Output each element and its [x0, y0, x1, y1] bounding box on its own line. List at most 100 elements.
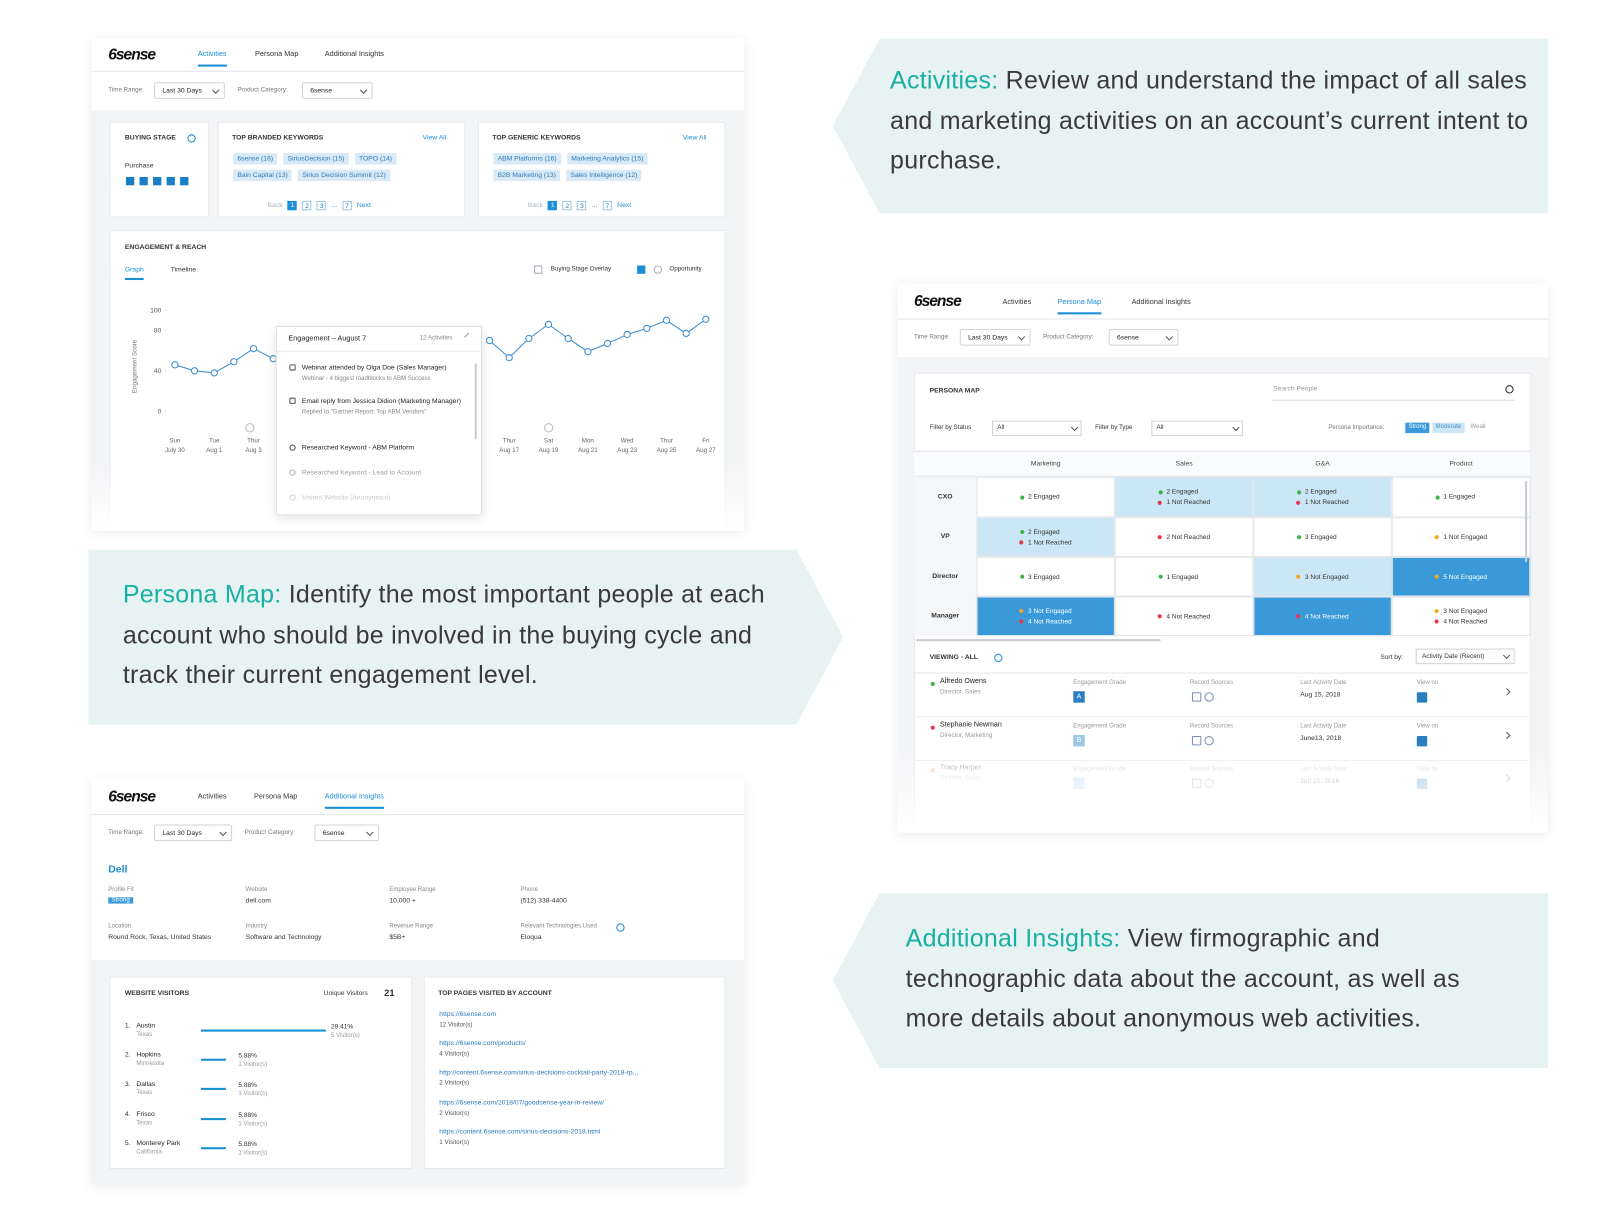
- persona-cell[interactable]: 2 Engaged 1 Not Reached: [1114, 476, 1254, 518]
- nav-tab[interactable]: Activities: [197, 51, 227, 67]
- pager-item[interactable]: Back: [267, 201, 283, 209]
- page-url[interactable]: https://6sense.com/2018/07/goodsense-yea…: [439, 1098, 605, 1107]
- persona-cell[interactable]: 3 Engaged: [1253, 517, 1392, 557]
- checkbox[interactable]: [637, 265, 646, 274]
- select[interactable]: All: [992, 420, 1082, 437]
- select[interactable]: Last 30 Days: [959, 328, 1031, 346]
- keyword-chip[interactable]: Sirius Decision Summit (12): [298, 169, 390, 182]
- pager-item[interactable]: Next: [617, 201, 632, 209]
- persona-cell[interactable]: 4 Not Reached: [1253, 596, 1392, 637]
- persona-cell[interactable]: 2 Engaged 1 Not Reached: [976, 517, 1115, 557]
- person-row[interactable]: Alfredo Owens Director, Sales Engagement G…: [913, 677, 1529, 719]
- pager-item[interactable]: Back: [527, 201, 543, 209]
- keyword-chip[interactable]: ABM Platforms (16): [493, 153, 561, 165]
- persona-cell[interactable]: 3 Engaged: [976, 556, 1115, 597]
- status-label: 1 Not Reached: [1027, 538, 1072, 547]
- persona-cell[interactable]: 3 Not Engaged 4 Not Reached: [1391, 596, 1531, 637]
- select[interactable]: Last 30 Days: [154, 824, 233, 842]
- nav-tab[interactable]: Activities: [1002, 298, 1032, 307]
- view-tab[interactable]: Graph: [124, 266, 144, 281]
- persona-cell[interactable]: 4 Not Reached: [1114, 596, 1254, 637]
- persona-status: 3 Not Engaged: [1435, 607, 1487, 615]
- tooltip: Engagement – August 7 12 Activities Webina…: [275, 325, 482, 516]
- keyword-chip[interactable]: Bain Capital (13): [233, 169, 292, 182]
- select[interactable]: 6sense: [1108, 328, 1179, 346]
- pager-item[interactable]: 1: [287, 200, 298, 210]
- status-dot: [1296, 535, 1301, 540]
- persona-cell[interactable]: 1 Engaged: [1114, 556, 1254, 597]
- status-label: 1 Not Reached: [1304, 498, 1349, 506]
- select[interactable]: 6sense: [301, 82, 373, 99]
- keyword-chip[interactable]: 6sense (16): [233, 153, 278, 165]
- select[interactable]: Activity Date (Recent): [1415, 648, 1515, 665]
- field-value: Software and Technology: [245, 933, 322, 942]
- tooltip-title: Engagement – August 7: [288, 335, 367, 343]
- persona-cell[interactable]: 1 Engaged: [1391, 476, 1531, 518]
- persona-status: 4 Not Reached: [1158, 613, 1210, 620]
- linkedin-icon[interactable]: [1416, 735, 1428, 747]
- select-value: All: [1156, 424, 1164, 431]
- importance-chip[interactable]: Strong: [1405, 422, 1430, 434]
- persona-status: 1 Engaged: [1158, 573, 1210, 580]
- view-all-link[interactable]: View All: [422, 134, 447, 142]
- keyword-chip[interactable]: Sales Intelligence (12): [566, 169, 642, 182]
- persona-cell[interactable]: 2 Not Reached: [1114, 517, 1254, 557]
- pager-item[interactable]: ...: [591, 201, 598, 209]
- persona-cell[interactable]: 2 Engaged: [976, 476, 1115, 518]
- page-url[interactable]: https://6sense.com/products/: [439, 1040, 526, 1048]
- persona-cell[interactable]: 3 Not Engaged 4 Not Reached: [976, 596, 1115, 637]
- nav-tab[interactable]: Persona Map: [254, 793, 298, 801]
- pager-item[interactable]: 3: [577, 200, 587, 210]
- field-label: Engagement Grade: [1073, 723, 1126, 730]
- pager-item[interactable]: 2: [562, 200, 572, 210]
- pager-item[interactable]: 2: [302, 200, 312, 210]
- nav-tab[interactable]: Persona Map: [1057, 299, 1102, 315]
- search-icon: [1505, 385, 1514, 394]
- callout-heading: Additional Insights:: [905, 924, 1121, 953]
- search-field[interactable]: [1272, 399, 1515, 401]
- page-url[interactable]: https://6sense.com: [439, 1010, 497, 1019]
- keyword-chip[interactable]: Marketing Analytics (15): [567, 153, 648, 165]
- status-dot: [1435, 574, 1440, 579]
- persona-cell[interactable]: 2 Engaged 1 Not Reached: [1253, 476, 1392, 518]
- page-url[interactable]: http://content.6sense.com/sirius-decisio…: [439, 1069, 639, 1077]
- visitor-share-bar: [200, 1146, 226, 1150]
- select[interactable]: Last 30 Days: [154, 82, 225, 99]
- select-value: Activity Date (Recent): [1422, 652, 1485, 660]
- row-chevron[interactable]: [1503, 688, 1511, 696]
- page-url[interactable]: https://content.6sense.com/sirius-decisi…: [439, 1128, 601, 1136]
- linkedin-icon[interactable]: [1416, 692, 1428, 703]
- persona-cell[interactable]: 1 Not Engaged: [1391, 517, 1531, 557]
- nav-tab[interactable]: Additional Insights: [324, 793, 384, 809]
- select[interactable]: All: [1151, 420, 1243, 437]
- pager-item[interactable]: 3: [316, 200, 327, 210]
- share-label: 29.41%: [331, 1023, 354, 1031]
- pager-item[interactable]: 1: [548, 200, 558, 210]
- pager-item[interactable]: 7: [602, 200, 612, 210]
- select[interactable]: 6sense: [314, 824, 379, 842]
- logo: 6sense: [108, 788, 156, 806]
- nav-tab[interactable]: Persona Map: [255, 51, 299, 59]
- view-all-link[interactable]: View All: [682, 134, 707, 142]
- close-icon[interactable]: [464, 332, 474, 343]
- persona-cell[interactable]: 5 Not Engaged: [1391, 556, 1531, 597]
- keyword-chip[interactable]: B2B Marketing (13): [493, 169, 561, 182]
- importance-chip[interactable]: Moderate: [1432, 422, 1465, 434]
- pager-item[interactable]: 7: [342, 200, 352, 210]
- nav-tab[interactable]: Activities: [197, 793, 227, 801]
- checkbox[interactable]: [534, 265, 543, 274]
- pager-item[interactable]: ...: [331, 201, 338, 209]
- view-tab[interactable]: Timeline: [170, 266, 197, 274]
- row-chevron[interactable]: [1503, 731, 1511, 740]
- nav-tab[interactable]: Additional Insights: [324, 51, 384, 59]
- keyword-chip[interactable]: TOPO (14): [354, 153, 397, 165]
- city: Austin: [136, 1022, 156, 1030]
- nav-tab[interactable]: Additional Insights: [1131, 298, 1191, 307]
- pager-item[interactable]: Next: [356, 201, 371, 209]
- keyword-chip[interactable]: SiriusDecision (15): [283, 153, 349, 165]
- person-name: Alfredo Owens: [940, 677, 987, 685]
- importance-chip[interactable]: Weak: [1467, 422, 1489, 434]
- status-dot: [1019, 619, 1024, 624]
- persona-cell[interactable]: 3 Not Engaged: [1253, 556, 1392, 597]
- state: Texas: [136, 1119, 153, 1126]
